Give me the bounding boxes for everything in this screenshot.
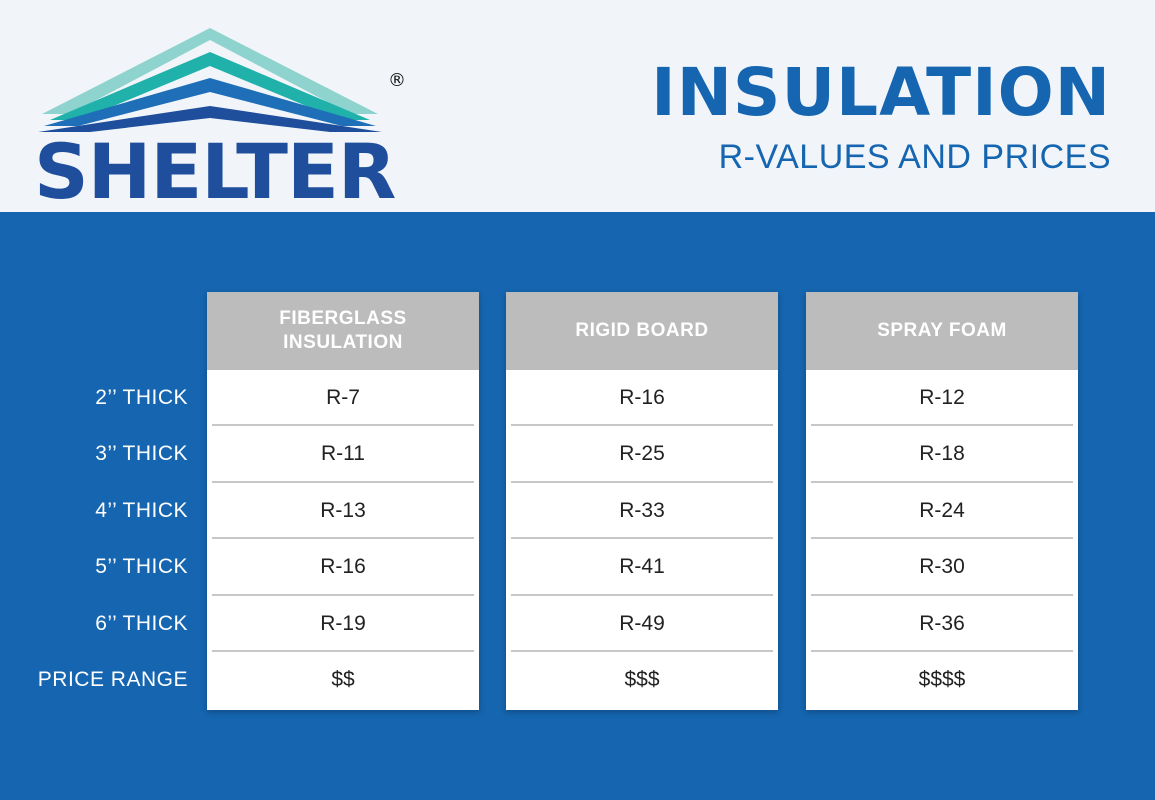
table-cell: R-12 bbox=[811, 370, 1073, 427]
column-header-line2: INSULATION bbox=[283, 332, 403, 353]
row-label-5-thick: 5’’ THICK bbox=[95, 555, 188, 579]
table-cell: R-49 bbox=[511, 596, 773, 652]
column-rigid-board: RIGID BOARD R-16 R-25 R-33 R-41 R-49 $$$ bbox=[506, 292, 778, 710]
header-banner: ® SHELTER INSULATION R-VALUES AND PRICES bbox=[0, 0, 1155, 212]
table-cell: R-16 bbox=[511, 370, 773, 427]
table-cell: R-24 bbox=[811, 483, 1073, 540]
column-header-rigid-board: RIGID BOARD bbox=[506, 292, 778, 370]
table-cell: R-18 bbox=[811, 426, 1073, 483]
page-subtitle: R-VALUES AND PRICES bbox=[718, 138, 1111, 176]
row-labels: 2’’ THICK 3’’ THICK 4’’ THICK 5’’ THICK … bbox=[0, 370, 188, 708]
row-label-6-thick: 6’’ THICK bbox=[95, 611, 188, 635]
table-cell: R-25 bbox=[511, 426, 773, 483]
column-header-spray-foam: SPRAY FOAM bbox=[806, 292, 1078, 370]
roof-stripes-logo-icon bbox=[38, 28, 382, 132]
row-label-3-thick: 3’’ THICK bbox=[95, 442, 188, 466]
column-header-line1: FIBERGLASS bbox=[279, 308, 407, 329]
table-cell: R-36 bbox=[811, 596, 1073, 652]
row-label-price-range: PRICE RANGE bbox=[37, 667, 188, 691]
table-cell: R-13 bbox=[212, 483, 474, 540]
table-cell: R-19 bbox=[212, 596, 474, 652]
price-cell: $$$$ bbox=[918, 667, 966, 691]
shelter-logo: ® SHELTER bbox=[30, 22, 406, 216]
column-header-fiberglass: FIBERGLASS INSULATION bbox=[207, 292, 479, 370]
column-header-line1: RIGID BOARD bbox=[575, 320, 709, 341]
column-header-line1: SPRAY FOAM bbox=[877, 320, 1007, 341]
table-cell: R-16 bbox=[212, 539, 474, 596]
table-cell: R-30 bbox=[811, 539, 1073, 596]
price-cell: $$ bbox=[331, 667, 355, 691]
brand-name: SHELTER bbox=[34, 127, 396, 216]
table-cell: R-11 bbox=[212, 426, 474, 483]
table-cell: R-33 bbox=[511, 483, 773, 540]
page-title: INSULATION bbox=[651, 54, 1111, 131]
row-label-4-thick: 4’’ THICK bbox=[95, 498, 188, 522]
registered-mark: ® bbox=[388, 70, 406, 91]
row-label-2-thick: 2’’ THICK bbox=[95, 386, 188, 409]
price-cell: $$$ bbox=[624, 667, 660, 691]
table-cell: R-7 bbox=[212, 370, 474, 427]
column-spray-foam: SPRAY FOAM R-12 R-18 R-24 R-30 R-36 $$$$ bbox=[806, 292, 1078, 710]
table-cell: R-41 bbox=[511, 539, 773, 596]
column-fiberglass: FIBERGLASS INSULATION R-7 R-11 R-13 R-16… bbox=[207, 292, 479, 710]
